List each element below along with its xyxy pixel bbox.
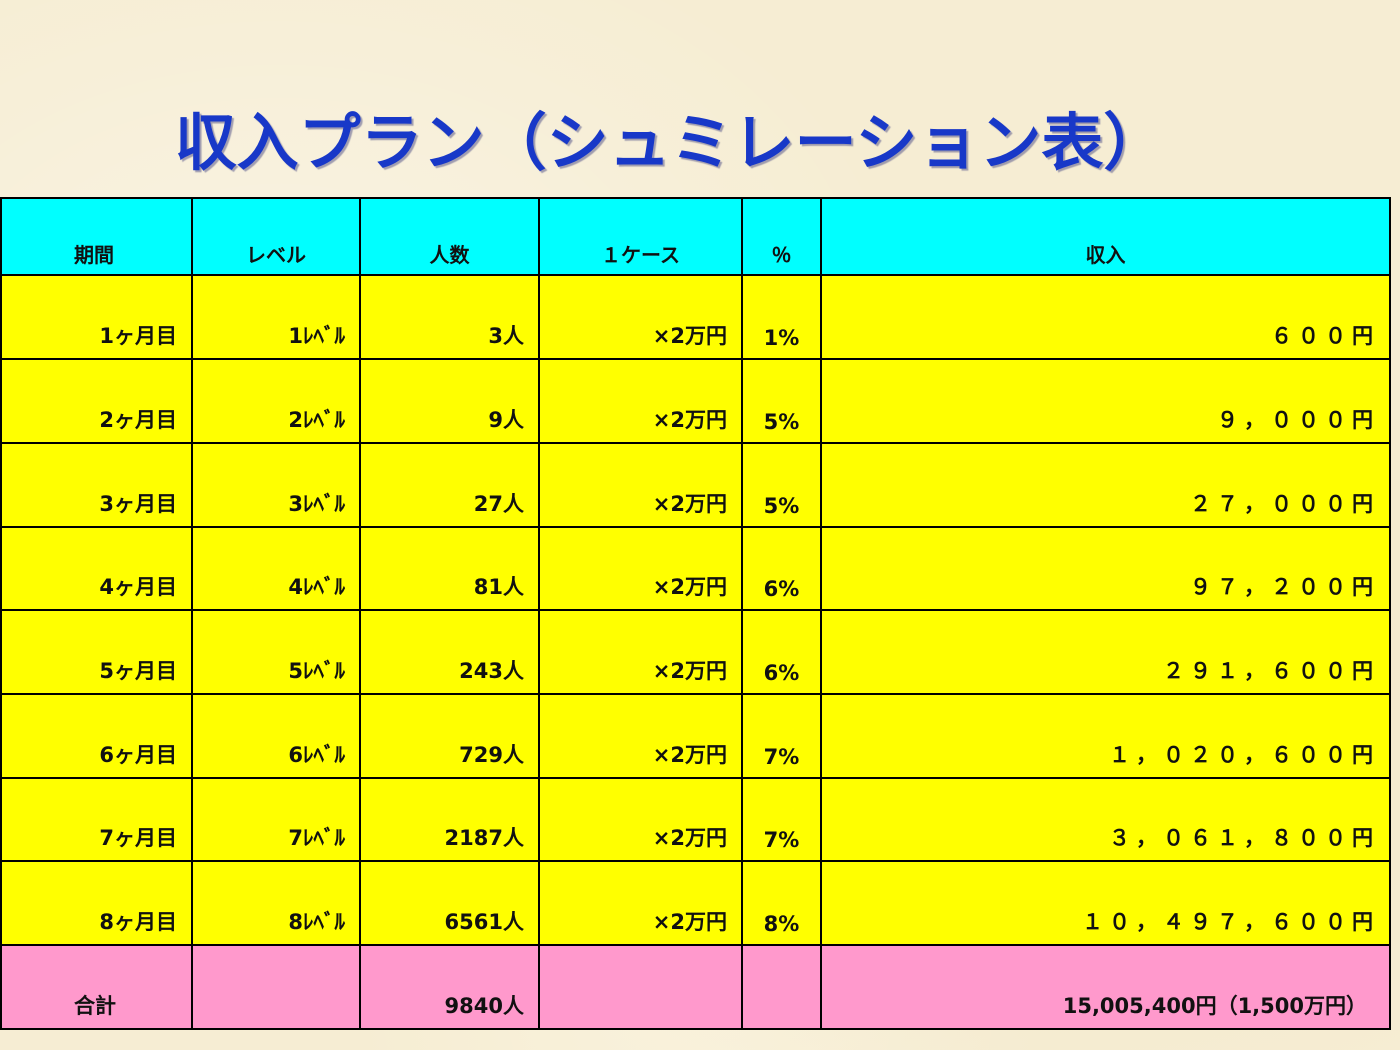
total-label: 合計 xyxy=(0,944,193,1030)
cell-per-case: ×2万円 xyxy=(538,693,743,779)
cell-percent: 6% xyxy=(741,525,822,612)
income-plan-table: 期間 レベル 人数 １ケース ％ 収入 1ヶ月目 1ﾚﾍﾞﾙ 3人 ×2万円 1… xyxy=(0,196,1391,1030)
cell-per-case: ×2万円 xyxy=(538,525,743,612)
table-row: 8ヶ月目 8ﾚﾍﾞﾙ 6561人 ×2万円 8% １０，４９７，６００円 xyxy=(0,860,1391,947)
cell-period: 8ヶ月目 xyxy=(0,860,193,947)
table-header-row: 期間 レベル 人数 １ケース ％ 収入 xyxy=(0,196,1391,277)
cell-per-case: ×2万円 xyxy=(538,609,743,696)
total-percent-empty xyxy=(741,944,822,1030)
cell-level: 1ﾚﾍﾞﾙ xyxy=(191,274,361,361)
cell-period: 4ヶ月目 xyxy=(0,525,193,612)
cell-people: 27人 xyxy=(359,441,540,528)
header-people: 人数 xyxy=(359,196,540,277)
cell-level: 2ﾚﾍﾞﾙ xyxy=(191,358,361,444)
cell-per-case: ×2万円 xyxy=(538,860,743,947)
cell-people: 729人 xyxy=(359,693,540,779)
table-row: 3ヶ月目 3ﾚﾍﾞﾙ 27人 ×2万円 5% ２７，０００円 xyxy=(0,441,1391,528)
cell-percent: 5% xyxy=(741,441,822,528)
cell-period: 3ヶ月目 xyxy=(0,441,193,528)
header-percent: ％ xyxy=(741,196,822,277)
cell-level: 3ﾚﾍﾞﾙ xyxy=(191,441,361,528)
cell-per-case: ×2万円 xyxy=(538,776,743,863)
cell-level: 5ﾚﾍﾞﾙ xyxy=(191,609,361,696)
cell-level: 7ﾚﾍﾞﾙ xyxy=(191,776,361,863)
cell-people: 6561人 xyxy=(359,860,540,947)
cell-period: 6ヶ月目 xyxy=(0,693,193,779)
table-row: 7ヶ月目 7ﾚﾍﾞﾙ 2187人 ×2万円 7% ３，０６１，８００円 xyxy=(0,776,1391,863)
total-people: 9840人 xyxy=(359,944,540,1030)
table-row: 5ヶ月目 5ﾚﾍﾞﾙ 243人 ×2万円 6% ２９１，６００円 xyxy=(0,609,1391,696)
cell-income: ９７，２００円 xyxy=(820,525,1391,612)
total-income: 15,005,400円（1,500万円） xyxy=(820,944,1391,1030)
cell-income: １０，４９７，６００円 xyxy=(820,860,1391,947)
cell-income: １，０２０，６００円 xyxy=(820,693,1391,779)
cell-period: 1ヶ月目 xyxy=(0,274,193,361)
total-level-empty xyxy=(191,944,361,1030)
cell-percent: 5% xyxy=(741,358,822,444)
table-total-row: 合計 9840人 15,005,400円（1,500万円） xyxy=(0,944,1391,1030)
header-per-case: １ケース xyxy=(538,196,743,277)
cell-level: 4ﾚﾍﾞﾙ xyxy=(191,525,361,612)
cell-income: ９，０００円 xyxy=(820,358,1391,444)
cell-per-case: ×2万円 xyxy=(538,358,743,444)
cell-percent: 1% xyxy=(741,274,822,361)
cell-per-case: ×2万円 xyxy=(538,274,743,361)
cell-period: 2ヶ月目 xyxy=(0,358,193,444)
cell-income: ２７，０００円 xyxy=(820,441,1391,528)
header-level: レベル xyxy=(191,196,361,277)
cell-people: 9人 xyxy=(359,358,540,444)
table-row: 6ヶ月目 6ﾚﾍﾞﾙ 729人 ×2万円 7% １，０２０，６００円 xyxy=(0,693,1391,779)
total-per-case-empty xyxy=(538,944,743,1030)
cell-income: ２９１，６００円 xyxy=(820,609,1391,696)
header-period: 期間 xyxy=(0,196,193,277)
cell-period: 7ヶ月目 xyxy=(0,776,193,863)
table-row: 1ヶ月目 1ﾚﾍﾞﾙ 3人 ×2万円 1% ６００円 xyxy=(0,274,1391,361)
cell-percent: 7% xyxy=(741,776,822,863)
cell-people: 243人 xyxy=(359,609,540,696)
cell-per-case: ×2万円 xyxy=(538,441,743,528)
cell-people: 2187人 xyxy=(359,776,540,863)
cell-income: ６００円 xyxy=(820,274,1391,361)
cell-people: 81人 xyxy=(359,525,540,612)
cell-percent: 6% xyxy=(741,609,822,696)
cell-people: 3人 xyxy=(359,274,540,361)
table-row: 4ヶ月目 4ﾚﾍﾞﾙ 81人 ×2万円 6% ９７，２００円 xyxy=(0,525,1391,612)
cell-level: 8ﾚﾍﾞﾙ xyxy=(191,860,361,947)
cell-period: 5ヶ月目 xyxy=(0,609,193,696)
cell-percent: 8% xyxy=(741,860,822,947)
table-row: 2ヶ月目 2ﾚﾍﾞﾙ 9人 ×2万円 5% ９，０００円 xyxy=(0,358,1391,444)
cell-income: ３，０６１，８００円 xyxy=(820,776,1391,863)
cell-level: 6ﾚﾍﾞﾙ xyxy=(191,693,361,779)
cell-percent: 7% xyxy=(741,693,822,779)
page-title: 収入プラン（シュミレーション表） xyxy=(174,106,1166,179)
header-income: 収入 xyxy=(820,196,1391,277)
